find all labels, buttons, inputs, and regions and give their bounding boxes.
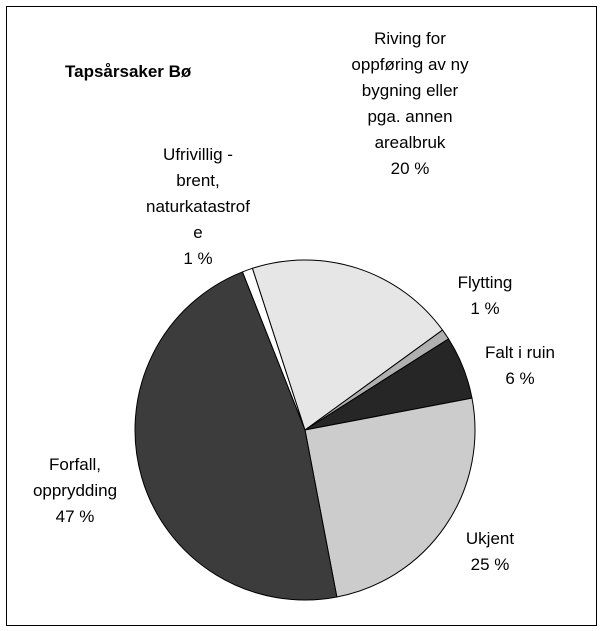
value-label: 1 % [470,299,500,318]
slice-label: Falt i ruin 6 % [470,340,570,392]
value-label: 25 % [470,555,510,574]
slice-label: Forfall, opprydding 47 % [15,452,135,530]
slice-label: Ukjent 25 % [450,526,530,578]
category-label: Riving for oppføring av ny bygning eller… [351,29,469,152]
slice-label: Ufrivillig - brent, naturkatastrofe 1 % [143,142,253,272]
value-label: 20 % [390,159,430,178]
category-label: Falt i ruin [485,343,555,362]
value-label: 6 % [505,369,535,388]
category-label: Flytting [457,273,513,292]
category-label: Forfall, opprydding [32,455,118,500]
pie-slice [134,271,338,601]
category-label: Ukjent [465,529,515,548]
pie-slice [251,259,444,431]
slice-label: Riving for oppføring av ny bygning eller… [345,26,475,182]
pie-slice [304,397,476,598]
value-label: 47 % [55,507,95,526]
value-label: 1 % [183,249,213,268]
chart-title: Tapsårsaker Bø [65,62,192,81]
category-label: Ufrivillig - brent, naturkatastrofe [146,145,250,242]
slice-label: Flytting 1 % [440,270,530,322]
chart-frame [6,6,597,626]
